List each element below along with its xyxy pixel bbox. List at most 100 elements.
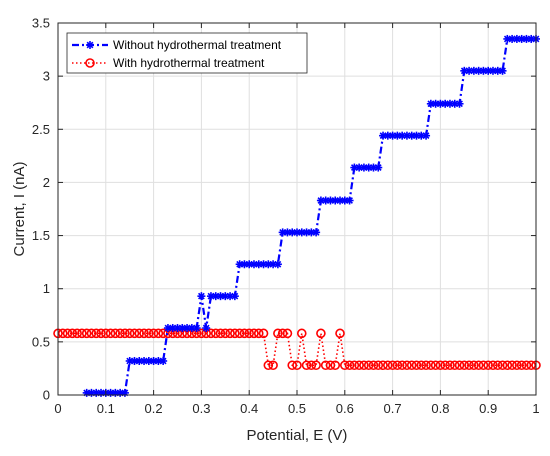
data-point (134, 328, 145, 339)
data-point (454, 360, 465, 371)
data-point (325, 360, 336, 371)
data-point (62, 328, 73, 339)
data-point (526, 360, 537, 371)
data-point (230, 328, 240, 339)
data-point (498, 66, 507, 75)
data-point (206, 328, 216, 339)
data-point (91, 328, 102, 339)
data-point (374, 163, 383, 172)
data-point (263, 360, 274, 371)
data-point (316, 328, 326, 339)
legend-label-with: With hydrothermal treatment (113, 56, 265, 70)
y-tick-labels: 0 0.5 1 1.5 2 2.5 3 3.5 (32, 16, 50, 403)
data-point (449, 360, 460, 371)
data-point (378, 360, 388, 371)
data-point (483, 360, 494, 371)
legend-marker-without (86, 41, 94, 49)
y-tick-label: 1 (43, 281, 50, 296)
data-point (373, 360, 384, 371)
y-tick-label: 2 (43, 175, 50, 190)
data-point (383, 360, 393, 371)
data-point (292, 360, 302, 371)
data-point (57, 328, 68, 339)
data-point (349, 360, 360, 371)
data-point (234, 328, 245, 339)
data-point (440, 360, 450, 371)
data-point (296, 328, 307, 339)
data-point (67, 328, 78, 339)
data-point (268, 360, 278, 371)
x-tick-labels: 0 0.1 0.2 0.3 0.4 0.5 0.6 0.7 0.8 0.9 1 (54, 401, 539, 416)
data-point (354, 360, 364, 371)
data-point (320, 360, 331, 371)
x-tick-label: 0.5 (288, 401, 306, 416)
data-point (120, 388, 129, 397)
data-point (139, 328, 149, 339)
data-point (120, 328, 130, 339)
data-point (144, 328, 154, 339)
data-point (345, 196, 354, 205)
data-point (239, 328, 250, 339)
x-axis-title: Potential, E (V) (247, 427, 348, 444)
data-point (363, 360, 374, 371)
x-tick-label: 0 (54, 401, 61, 416)
data-point (397, 360, 407, 371)
data-point (153, 328, 164, 339)
y-tick-label: 3 (43, 69, 50, 84)
data-point (225, 328, 235, 339)
data-point (426, 360, 436, 371)
data-point (492, 360, 503, 371)
data-point (293, 228, 301, 237)
y-tick-label: 0.5 (32, 334, 50, 349)
data-point (464, 360, 474, 371)
data-point (273, 328, 283, 339)
data-point (210, 328, 221, 339)
data-point (402, 360, 412, 371)
data-point (197, 292, 206, 301)
data-point (192, 324, 201, 333)
data-point (110, 328, 121, 339)
data-point (455, 99, 464, 108)
y-tick-label: 3.5 (32, 16, 50, 31)
data-point (230, 292, 239, 301)
y-axis-title: Current, I (nA) (11, 161, 28, 256)
data-point (512, 360, 522, 371)
data-point (124, 328, 135, 339)
data-point (392, 360, 403, 371)
legend-marker-icon-with (85, 58, 95, 68)
x-tick-label: 0.1 (97, 401, 115, 416)
data-point (422, 131, 431, 140)
data-point (430, 360, 441, 371)
x-tick-label: 0.2 (145, 401, 163, 416)
data-point (277, 328, 288, 339)
y-tick-label: 1.5 (32, 228, 50, 243)
data-point (306, 360, 317, 371)
legend-marker-icon-without (86, 41, 94, 49)
y-tick-label: 2.5 (32, 122, 50, 137)
data-point (406, 360, 417, 371)
data-point (330, 360, 341, 371)
data-point (312, 228, 321, 237)
data-point (72, 328, 82, 339)
data-point (159, 356, 168, 365)
data-point (339, 360, 350, 371)
data-point (282, 328, 293, 339)
y-tick-label: 0 (43, 388, 50, 403)
legend-label-without: Without hydrothermal treatment (113, 38, 282, 52)
data-point (421, 360, 431, 371)
data-point (202, 324, 211, 333)
data-point (249, 328, 259, 339)
axis-ticks (57, 22, 537, 396)
data-point (473, 360, 484, 371)
data-point (507, 360, 517, 371)
data-point (459, 360, 470, 371)
data-point (445, 360, 455, 371)
data-point (387, 360, 398, 371)
x-tick-label: 0.8 (431, 401, 449, 416)
legend-box (66, 32, 308, 74)
data-point (105, 328, 116, 339)
data-point (516, 360, 527, 371)
x-tick-label: 0.7 (384, 401, 402, 416)
data-point (311, 360, 321, 371)
